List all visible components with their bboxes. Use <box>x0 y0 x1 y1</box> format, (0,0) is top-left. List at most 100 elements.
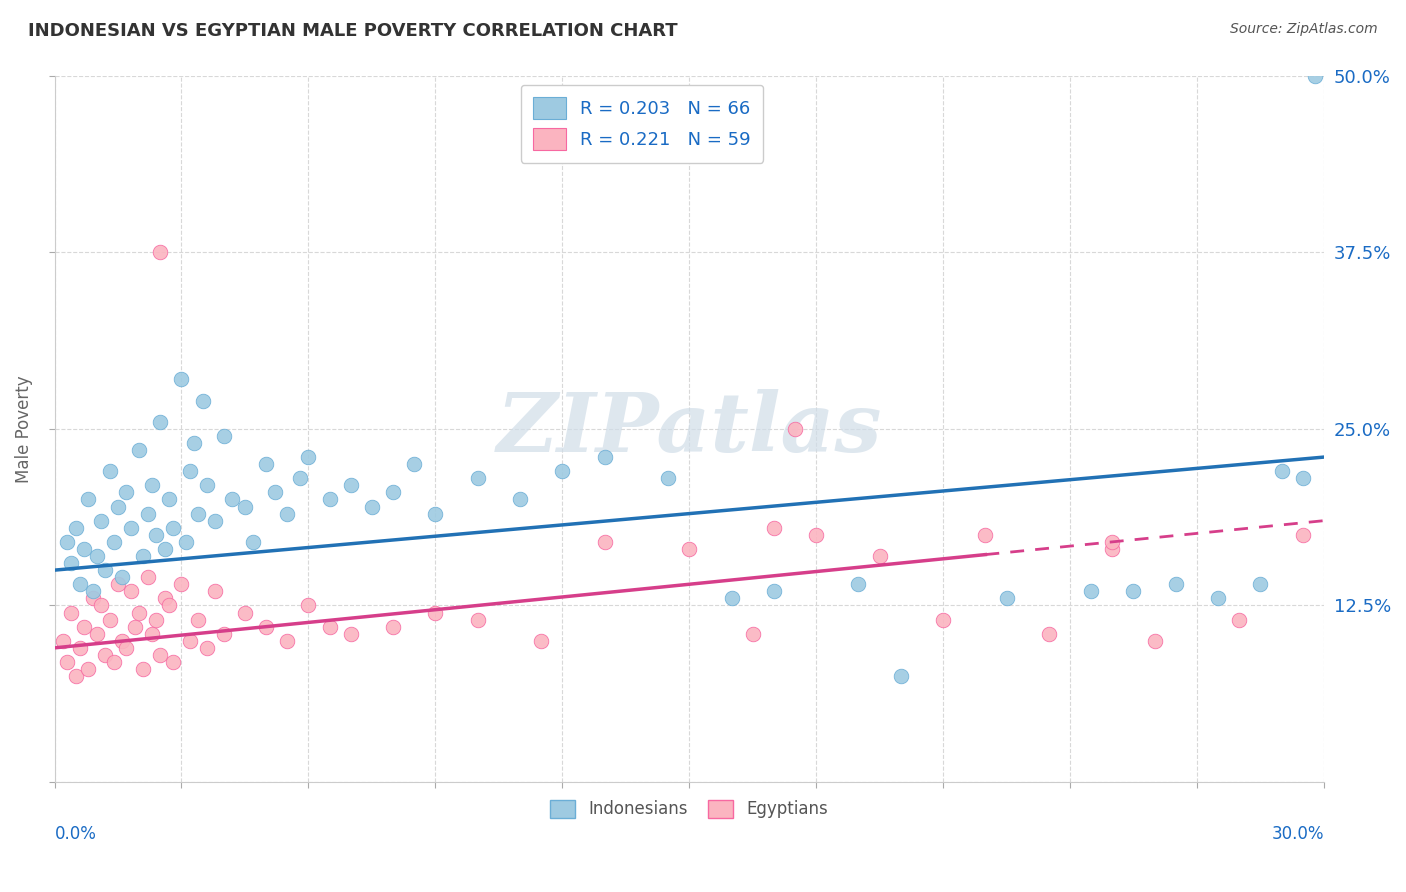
Point <box>276 507 298 521</box>
Point <box>467 613 489 627</box>
Point <box>103 655 125 669</box>
Point <box>107 500 129 514</box>
Point <box>762 584 785 599</box>
Point <box>136 507 159 521</box>
Point <box>297 450 319 464</box>
Point <box>530 633 553 648</box>
Point <box>783 422 806 436</box>
Point <box>153 591 176 606</box>
Point <box>804 528 827 542</box>
Point <box>318 620 340 634</box>
Point <box>141 626 163 640</box>
Point <box>212 429 235 443</box>
Point <box>1292 528 1315 542</box>
Point <box>657 471 679 485</box>
Point <box>425 606 447 620</box>
Point <box>1206 591 1229 606</box>
Point <box>157 599 180 613</box>
Point <box>233 500 256 514</box>
Point <box>212 626 235 640</box>
Point <box>1249 577 1271 591</box>
Point <box>69 577 91 591</box>
Point <box>56 655 79 669</box>
Point <box>1305 69 1327 83</box>
Point <box>1038 626 1060 640</box>
Point <box>136 570 159 584</box>
Point <box>204 514 226 528</box>
Point <box>263 485 285 500</box>
Text: 0.0%: 0.0% <box>55 824 97 843</box>
Point <box>254 457 277 471</box>
Point <box>149 415 172 429</box>
Point <box>145 613 167 627</box>
Point <box>77 492 100 507</box>
Point <box>128 442 150 457</box>
Point <box>242 534 264 549</box>
Point <box>86 626 108 640</box>
Point <box>1227 613 1250 627</box>
Point <box>741 626 763 640</box>
Text: ZIPatlas: ZIPatlas <box>496 389 882 469</box>
Point <box>221 492 243 507</box>
Point <box>1080 584 1102 599</box>
Point <box>932 613 955 627</box>
Point <box>276 633 298 648</box>
Point <box>339 478 361 492</box>
Point <box>149 648 172 662</box>
Point <box>111 570 134 584</box>
Point <box>128 606 150 620</box>
Point <box>339 626 361 640</box>
Point <box>145 528 167 542</box>
Y-axis label: Male Poverty: Male Poverty <box>15 375 32 483</box>
Point <box>174 534 197 549</box>
Point <box>593 450 616 464</box>
Point <box>153 541 176 556</box>
Point <box>149 245 172 260</box>
Point <box>509 492 531 507</box>
Point <box>73 541 96 556</box>
Point <box>1101 541 1123 556</box>
Point <box>52 633 75 648</box>
Legend: Indonesians, Egyptians: Indonesians, Egyptians <box>541 791 837 827</box>
Point <box>1143 633 1166 648</box>
Point <box>60 606 83 620</box>
Point <box>183 436 205 450</box>
Point <box>170 577 193 591</box>
Point <box>425 507 447 521</box>
Point <box>115 485 138 500</box>
Point <box>254 620 277 634</box>
Point <box>204 584 226 599</box>
Point <box>82 584 104 599</box>
Point <box>111 633 134 648</box>
Point <box>94 648 117 662</box>
Point <box>77 662 100 676</box>
Point <box>120 584 142 599</box>
Text: INDONESIAN VS EGYPTIAN MALE POVERTY CORRELATION CHART: INDONESIAN VS EGYPTIAN MALE POVERTY CORR… <box>28 22 678 40</box>
Point <box>195 640 218 655</box>
Point <box>382 620 405 634</box>
Point <box>65 669 87 683</box>
Point <box>115 640 138 655</box>
Point <box>82 591 104 606</box>
Point <box>132 662 155 676</box>
Point <box>1122 584 1144 599</box>
Point <box>848 577 870 591</box>
Point <box>187 507 209 521</box>
Point <box>120 521 142 535</box>
Point <box>382 485 405 500</box>
Point <box>869 549 891 563</box>
Point <box>467 471 489 485</box>
Point <box>107 577 129 591</box>
Point <box>890 669 912 683</box>
Point <box>94 563 117 577</box>
Point <box>141 478 163 492</box>
Point <box>103 534 125 549</box>
Point <box>288 471 311 485</box>
Point <box>65 521 87 535</box>
Text: Source: ZipAtlas.com: Source: ZipAtlas.com <box>1230 22 1378 37</box>
Point <box>720 591 742 606</box>
Point <box>1101 534 1123 549</box>
Point <box>90 599 112 613</box>
Point <box>678 541 700 556</box>
Point <box>762 521 785 535</box>
